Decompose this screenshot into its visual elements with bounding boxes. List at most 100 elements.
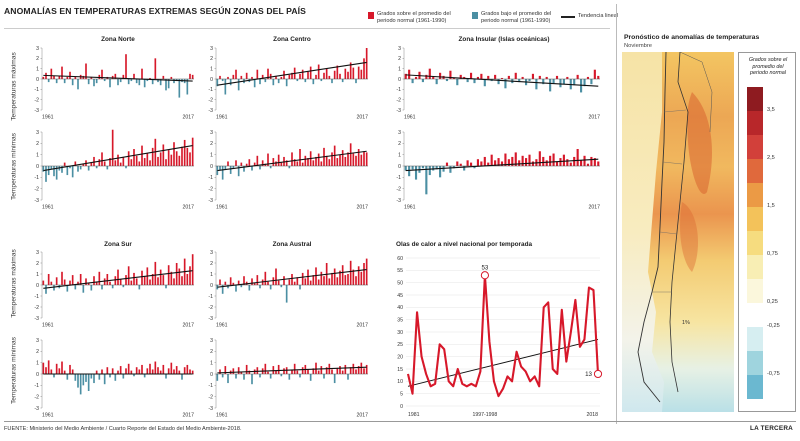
- scale-swatch: [747, 279, 763, 303]
- bar: [365, 48, 368, 79]
- y-tick-label: 1: [36, 272, 39, 278]
- bar: [224, 281, 227, 285]
- bar: [586, 76, 590, 79]
- bar: [251, 76, 253, 79]
- y-tick-label: 5: [400, 391, 403, 397]
- bar: [219, 75, 221, 79]
- bar: [66, 285, 69, 292]
- bar: [538, 151, 541, 166]
- bar: [224, 166, 227, 170]
- bar: [42, 362, 45, 374]
- bar: [181, 146, 183, 166]
- bar: [154, 58, 157, 79]
- bar: [90, 285, 93, 291]
- bar: [53, 166, 55, 177]
- bar: [291, 369, 293, 374]
- y-tick-label: 1: [36, 66, 39, 72]
- bar: [355, 79, 357, 84]
- bar: [494, 74, 497, 79]
- bar: [216, 374, 219, 381]
- scale-label: 3,5: [767, 107, 775, 113]
- y-tick-label: -3: [34, 108, 39, 114]
- bar: [111, 368, 114, 374]
- bar: [304, 155, 307, 166]
- bar: [232, 166, 235, 169]
- bar: [235, 160, 237, 166]
- bar: [304, 79, 307, 83]
- title-zona-sur: Zona Sur: [104, 241, 132, 248]
- bar: [90, 76, 93, 79]
- bar: [167, 150, 170, 166]
- bar: [63, 79, 66, 84]
- y-tick-label: -3: [208, 108, 213, 114]
- bar: [259, 285, 261, 289]
- y-tick-label: 2: [210, 349, 213, 355]
- bar: [101, 369, 103, 374]
- trend-line: [405, 74, 599, 87]
- bar: [347, 374, 349, 380]
- bar: [173, 369, 175, 374]
- y-tick-label: -2: [208, 394, 213, 400]
- bar: [309, 374, 312, 381]
- x-tick-label-start: 1961: [42, 323, 54, 329]
- x-tick-label-end: 2017: [182, 323, 194, 329]
- y-tick-label: -1: [208, 383, 213, 389]
- y-tick-label: 35: [397, 317, 403, 323]
- bar: [569, 162, 572, 166]
- bar: [521, 155, 524, 166]
- bar: [267, 371, 269, 374]
- bar: [245, 364, 248, 374]
- bar: [117, 79, 119, 86]
- bar: [320, 366, 323, 374]
- chart-centro-max: -3 -2 -1 0 1 2 3 1961 2017: [208, 46, 368, 120]
- y-tick-label: -3: [396, 108, 401, 114]
- bar: [280, 374, 283, 377]
- y-tick-label: -2: [396, 97, 401, 103]
- bar: [285, 160, 288, 166]
- bar: [549, 155, 552, 166]
- bar: [191, 370, 194, 374]
- bar: [296, 161, 299, 166]
- bar: [162, 364, 165, 374]
- bar: [151, 274, 154, 285]
- bar: [309, 280, 312, 285]
- bar: [528, 154, 531, 166]
- bar: [473, 79, 476, 84]
- bar: [277, 154, 280, 166]
- bar: [173, 79, 175, 84]
- bar: [365, 364, 368, 374]
- bar: [301, 367, 304, 374]
- bar: [245, 72, 248, 79]
- bar: [299, 285, 301, 290]
- bar: [333, 268, 336, 285]
- bar: [71, 369, 74, 374]
- y-tick-label: -1: [34, 175, 39, 181]
- chile-coast: [637, 52, 667, 403]
- y-tick-label: -1: [34, 383, 39, 389]
- bar: [439, 72, 442, 79]
- title-heat-waves: Olas de calor a nivel nacional por tempo…: [396, 241, 533, 248]
- bar: [98, 271, 101, 285]
- bar: [323, 276, 325, 285]
- y-tick-label: 0: [400, 404, 403, 410]
- scale-label: 2,5: [767, 155, 775, 161]
- bar: [106, 166, 109, 170]
- bar: [42, 280, 45, 285]
- bar: [280, 76, 283, 79]
- y-tick-label: 1: [398, 152, 401, 158]
- y-tick-label: 40: [397, 305, 403, 311]
- bar: [50, 166, 53, 170]
- y-tick-label: 3: [398, 46, 401, 52]
- x-tick-label-end: 2017: [356, 205, 368, 211]
- bar: [425, 74, 428, 79]
- source-note: FUENTE: Ministerio del Medio Ambiente / …: [4, 426, 242, 432]
- bar: [173, 142, 175, 166]
- scale-swatch: [747, 303, 763, 327]
- bar: [349, 367, 352, 374]
- bar: [243, 166, 245, 172]
- bar: [221, 166, 224, 180]
- y-tick-label: 2: [398, 56, 401, 62]
- bar: [109, 79, 111, 88]
- bar: [301, 69, 304, 79]
- bar: [232, 368, 235, 374]
